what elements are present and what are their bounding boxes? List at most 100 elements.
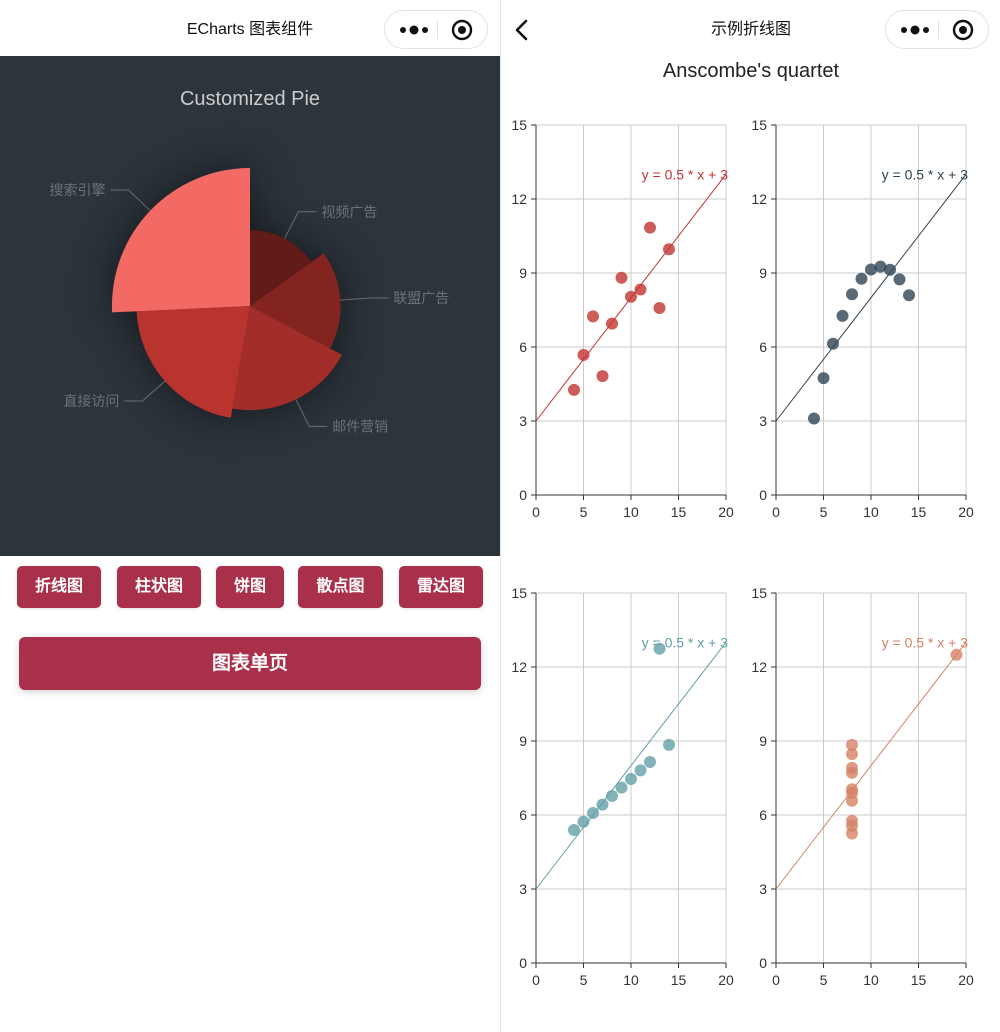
scatter-point[interactable] [808, 412, 820, 425]
regression-line [535, 642, 727, 890]
chart-type-buttons: 折线图 柱状图 饼图 散点图 雷达图 [0, 566, 500, 608]
scatter-point[interactable] [625, 290, 637, 303]
pie-chart-button[interactable]: 饼图 [216, 566, 284, 608]
scatter-point[interactable] [846, 819, 858, 832]
scatter-point[interactable] [855, 272, 868, 285]
target-icon[interactable] [451, 19, 473, 41]
scatter-point[interactable] [568, 824, 580, 836]
x-tick-label: 5 [580, 504, 588, 520]
scatter-point[interactable] [644, 756, 656, 768]
y-tick-label: 0 [759, 487, 767, 503]
scatter-point[interactable] [596, 798, 609, 811]
scatter-point[interactable] [884, 263, 896, 276]
scatter-point[interactable] [846, 787, 858, 799]
scatter-point[interactable] [644, 221, 656, 234]
scatter-point[interactable] [587, 310, 599, 323]
y-tick-label: 9 [519, 265, 527, 281]
pie-slice-label: 搜索引擎 [50, 182, 106, 198]
pie-label-line [295, 399, 328, 427]
scatter-point[interactable] [577, 348, 590, 361]
bar-chart-button[interactable]: 柱状图 [117, 566, 201, 608]
y-tick-label: 15 [751, 585, 767, 601]
x-tick-label: 10 [863, 504, 879, 520]
back-arrow-icon[interactable] [511, 18, 533, 42]
scatter-point[interactable] [634, 283, 647, 296]
y-tick-label: 6 [759, 339, 767, 355]
x-tick-label: 15 [671, 504, 687, 520]
x-tick-label: 15 [911, 972, 927, 988]
y-tick-label: 15 [511, 117, 527, 133]
pie-slice[interactable] [250, 253, 341, 349]
scatter-point[interactable] [874, 260, 887, 273]
scatter-point[interactable] [653, 302, 666, 314]
scatter-point[interactable] [846, 288, 858, 301]
pie-chart-title: Customized Pie [180, 88, 320, 110]
y-tick-label: 12 [511, 659, 527, 675]
scatter-point[interactable] [568, 383, 580, 396]
scatter-point[interactable] [865, 263, 877, 276]
more-dots-icon[interactable] [397, 20, 431, 40]
pie-slice-label: 联盟广告 [393, 290, 449, 306]
pie-label-line [124, 380, 166, 402]
y-tick-label: 9 [519, 733, 527, 749]
navigation-bar: 示例折线图 [501, 0, 1000, 56]
regression-line-label: y = 0.5 * x + 3 [642, 166, 729, 182]
x-tick-label: 20 [958, 972, 974, 988]
y-tick-label: 3 [759, 881, 767, 897]
pie-label-line [110, 189, 151, 212]
scatter-point[interactable] [577, 815, 590, 828]
scatter-point[interactable] [893, 273, 906, 286]
x-tick-label: 15 [671, 972, 687, 988]
chart-single-page-button[interactable]: 图表单页 [19, 637, 481, 690]
navigation-bar: ECharts 图表组件 [0, 0, 500, 56]
scatter-point[interactable] [653, 642, 666, 655]
scatter-point[interactable] [827, 337, 839, 350]
scatter-point[interactable] [663, 243, 675, 256]
scatter-point[interactable] [846, 748, 858, 761]
scatter-point[interactable] [625, 773, 637, 785]
scatter-point[interactable] [846, 738, 858, 751]
regression-line [775, 642, 967, 890]
quartet-chart-title: Anscombe's quartet [662, 60, 840, 82]
scatter-point[interactable] [615, 781, 628, 794]
scatter-point[interactable] [663, 738, 675, 751]
quartet-subplot: 0 5 10 15 20 0 3 6 9 12 15 y = 0.5 * x + 3 [511, 117, 734, 520]
scatter-point[interactable] [587, 807, 599, 819]
scatter-point[interactable] [817, 372, 830, 385]
scatter-point[interactable] [836, 309, 849, 322]
y-tick-label: 3 [519, 413, 527, 429]
x-tick-label: 20 [718, 972, 734, 988]
x-tick-label: 0 [532, 972, 540, 988]
line-chart-button[interactable]: 折线图 [17, 566, 101, 608]
pie-slice[interactable] [250, 230, 312, 306]
regression-line-label: y = 0.5 * x + 3 [882, 166, 969, 182]
x-tick-label: 5 [820, 504, 828, 520]
scatter-point[interactable] [606, 790, 618, 802]
capsule-divider [938, 21, 939, 39]
scatter-point[interactable] [634, 764, 647, 777]
pie-slice[interactable] [136, 306, 250, 418]
scatter-point[interactable] [596, 370, 609, 383]
scatter-point[interactable] [606, 317, 618, 330]
scatter-point[interactable] [950, 648, 963, 661]
mini-program-capsule [384, 10, 488, 49]
nav-title: ECharts 图表组件 [186, 21, 314, 38]
radar-chart-button[interactable]: 雷达图 [399, 566, 483, 608]
y-tick-label: 12 [751, 191, 767, 207]
y-tick-label: 0 [519, 955, 527, 971]
target-icon[interactable] [952, 19, 974, 41]
more-dots-icon[interactable] [898, 20, 932, 40]
scatter-chart-button[interactable]: 散点图 [298, 566, 383, 608]
regression-line [775, 174, 967, 422]
scatter-point[interactable] [615, 271, 628, 284]
pie-slice[interactable] [232, 306, 342, 411]
scatter-point[interactable] [903, 289, 915, 302]
scatter-point[interactable] [846, 761, 858, 774]
y-tick-label: 6 [519, 339, 527, 355]
y-tick-label: 9 [759, 265, 767, 281]
pie-slice[interactable] [111, 168, 251, 313]
y-tick-label: 15 [751, 117, 767, 133]
x-tick-label: 10 [623, 504, 639, 520]
